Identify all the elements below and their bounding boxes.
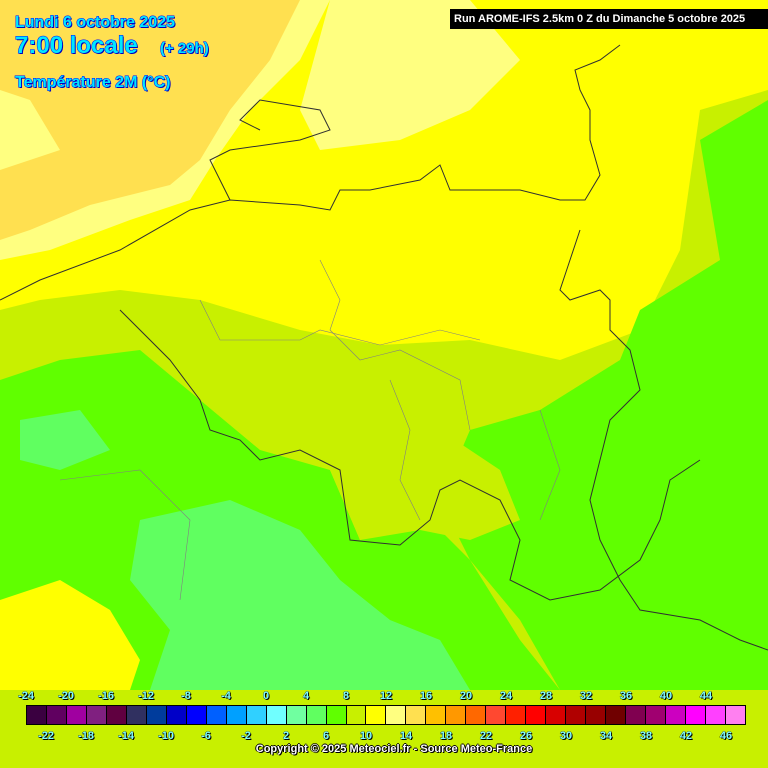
legend-label-top: 12 — [379, 690, 393, 703]
legend-swatch — [326, 706, 347, 724]
legend-label-top: -20 — [58, 690, 75, 703]
zone-10-12-center — [330, 430, 520, 540]
legend-label-bottom: 34 — [599, 730, 613, 743]
legend-swatch — [206, 706, 227, 724]
legend-label-bottom: 42 — [679, 730, 693, 743]
legend-swatch — [446, 706, 467, 724]
legend-label-bottom: 30 — [559, 730, 573, 743]
legend-label-bottom: -18 — [78, 730, 95, 743]
legend-label-top: 40 — [659, 690, 673, 703]
legend-label-bottom: 14 — [399, 730, 413, 743]
legend-swatch — [666, 706, 686, 724]
legend-label-bottom: 2 — [282, 730, 290, 743]
legend-swatch — [386, 706, 407, 724]
legend-swatch — [126, 706, 147, 724]
legend-label-bottom: 22 — [479, 730, 493, 743]
zone-12-14-sw — [0, 580, 140, 690]
legend-swatch — [286, 706, 307, 724]
legend-label-top: 24 — [499, 690, 513, 703]
copyright: Copyright © 2025 Meteociel.fr - Source M… — [255, 743, 533, 755]
legend-swatch — [725, 706, 745, 724]
region-borders — [59, 259, 561, 601]
legend-swatch — [406, 706, 427, 724]
legend-swatch — [86, 706, 107, 724]
forecast-date: Lundi 6 octobre 2025 — [14, 14, 176, 32]
legend-label-top: 44 — [699, 690, 713, 703]
borders — [0, 44, 768, 651]
legend-swatch — [466, 706, 487, 724]
legend-label-bottom: -2 — [241, 730, 251, 743]
forecast-offset: (+ 29h) — [160, 40, 210, 58]
zone-14-16-north — [300, 0, 520, 150]
legend-label-top: -8 — [181, 690, 191, 703]
legend-label-top: 16 — [419, 690, 433, 703]
legend-swatch — [646, 706, 666, 724]
legend-label-top: -12 — [138, 690, 155, 703]
legend-swatch — [486, 706, 507, 724]
run-info: Run AROME-IFS 2.5km 0 Z du Dimanche 5 oc… — [450, 9, 768, 29]
legend-label-top: -4 — [221, 690, 231, 703]
legend-label-top: 0 — [262, 690, 270, 703]
zone-6-8 — [130, 500, 470, 690]
legend-label-top: -24 — [18, 690, 35, 703]
legend-swatch — [546, 706, 567, 724]
legend-swatch — [266, 706, 287, 724]
legend-swatch — [46, 706, 67, 724]
legend-label-top: 28 — [539, 690, 553, 703]
parameter-label: Température 2M (°C) — [14, 74, 171, 92]
legend-label-top: 32 — [579, 690, 593, 703]
legend-swatch — [166, 706, 187, 724]
zone-8-10-east — [440, 100, 768, 690]
legend-label-bottom: 10 — [359, 730, 373, 743]
forecast-time: 7:00 locale — [15, 32, 139, 60]
legend-swatch — [626, 706, 647, 724]
legend-swatch — [526, 706, 547, 724]
legend-swatch — [506, 706, 527, 724]
legend-swatch — [27, 706, 47, 724]
legend-swatch — [685, 706, 706, 724]
legend-swatch — [426, 706, 447, 724]
sea-zone-16-18 — [0, 0, 300, 240]
legend-swatch — [566, 706, 587, 724]
legend-swatch — [705, 706, 726, 724]
zone-6-8-west — [20, 410, 110, 470]
legend-swatch — [606, 706, 627, 724]
legend-swatch — [186, 706, 207, 724]
legend-swatch — [146, 706, 167, 724]
legend-label-top: -16 — [98, 690, 115, 703]
legend-swatch — [66, 706, 87, 724]
legend-swatch — [246, 706, 267, 724]
legend-label-bottom: -22 — [38, 730, 55, 743]
legend-label-top: 8 — [342, 690, 350, 703]
color-legend — [26, 705, 746, 725]
legend-label-top: 4 — [302, 690, 310, 703]
legend-label-bottom: 18 — [439, 730, 453, 743]
legend-label-bottom: -10 — [158, 730, 175, 743]
zone-8-10-west — [0, 350, 560, 690]
legend-label-bottom: -14 — [118, 730, 135, 743]
legend-swatch — [226, 706, 247, 724]
legend-label-bottom: 38 — [639, 730, 653, 743]
legend-label-bottom: 26 — [519, 730, 533, 743]
legend-label-top: 36 — [619, 690, 633, 703]
legend-swatch — [346, 706, 367, 724]
legend-swatch — [366, 706, 387, 724]
legend-swatch — [586, 706, 607, 724]
legend-swatch — [106, 706, 127, 724]
legend-label-top: 20 — [459, 690, 473, 703]
legend-swatch — [306, 706, 327, 724]
legend-label-bottom: 46 — [719, 730, 733, 743]
legend-label-bottom: -6 — [201, 730, 211, 743]
legend-label-bottom: 6 — [322, 730, 330, 743]
